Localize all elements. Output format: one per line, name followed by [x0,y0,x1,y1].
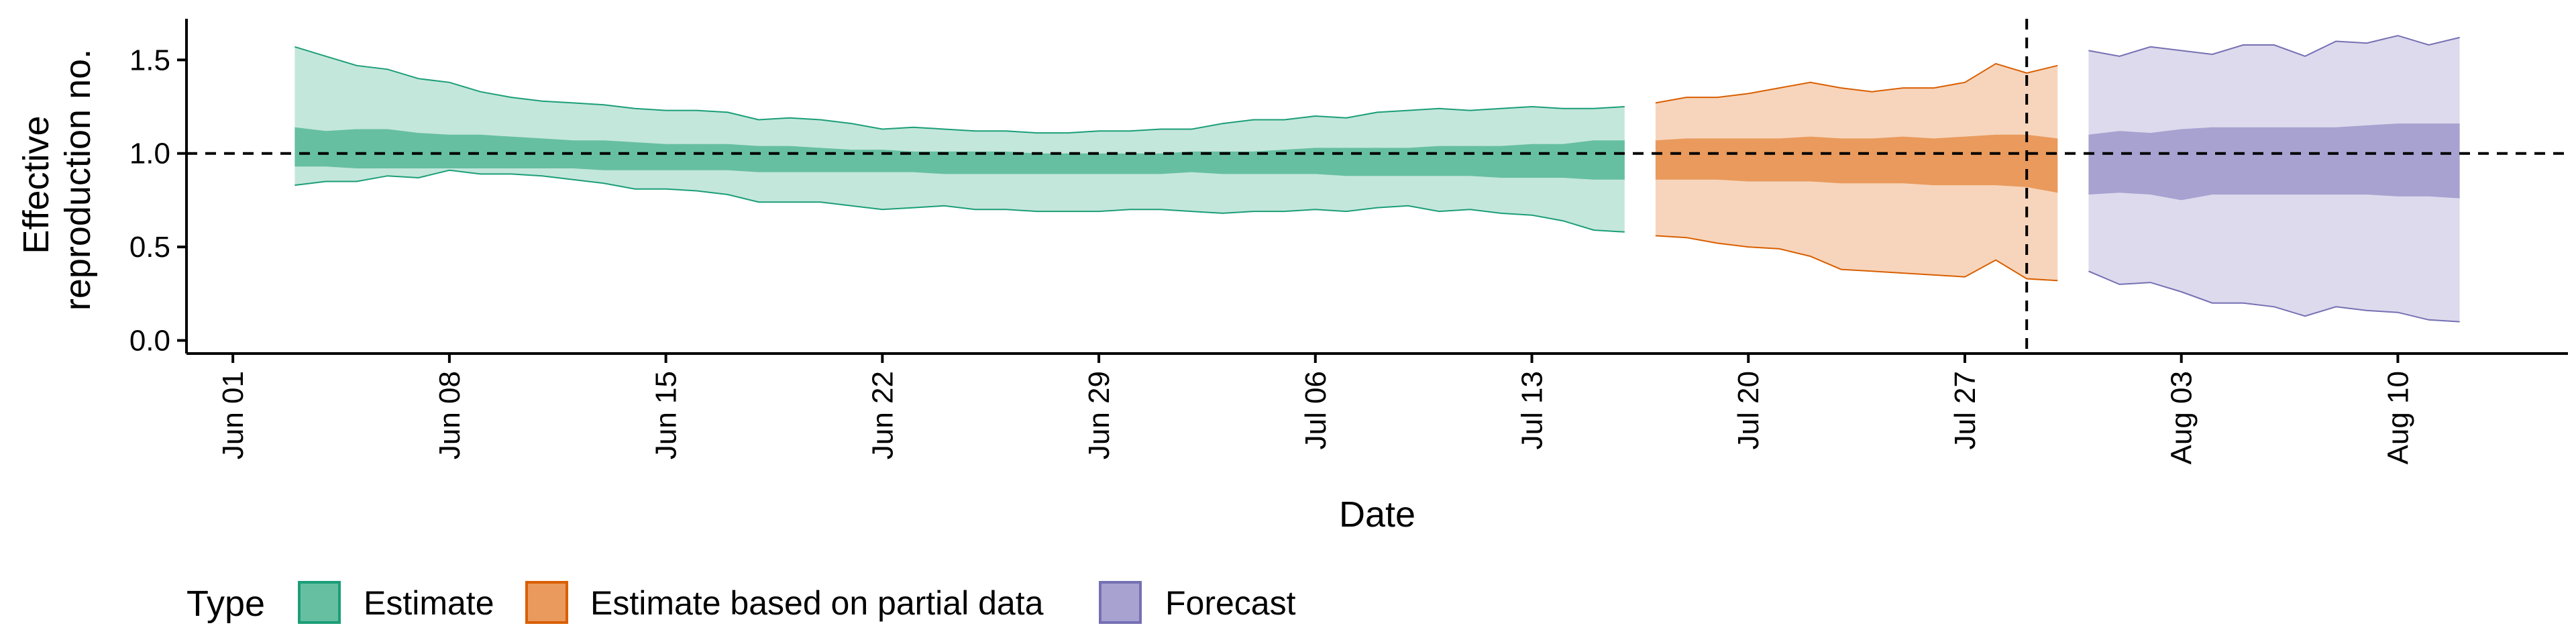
x-tick-label: Jul 20 [1732,371,1765,449]
legend-label-estimate: Estimate [364,584,494,622]
x-tick-label: Jul 13 [1516,371,1549,449]
y-axis-title-line-2: reproduction no. [58,49,98,311]
legend-swatch-partial [525,581,568,624]
y-tick-label: 0.5 [129,231,170,264]
y-tick-label: 1.0 [129,138,170,170]
x-tick-label: Aug 03 [2165,371,2198,464]
x-axis-title: Date [1339,494,1415,535]
y-tick-label: 0.0 [129,324,170,357]
legend-swatch-estimate [298,581,341,624]
ribbon-layer [294,35,2460,323]
partial-lower-edge [1655,235,2058,282]
x-tick-label: Jun 08 [433,371,466,460]
x-tick-label: Aug 10 [2381,371,2414,464]
x-tick-label: Jun 15 [650,371,683,460]
forecast-upper-edge [2088,35,2460,57]
x-tick-label: Jun 01 [217,371,250,460]
partial-50-band [1655,134,2058,193]
x-tick-label: Jun 29 [1083,371,1116,460]
y-axis-title: Effective reproduction no. [16,49,98,311]
legend: Type Estimate Estimate based on partial … [186,581,1296,624]
reference-lines [186,19,2568,354]
estimate-90-band [294,46,1625,232]
forecast-50-band [2088,123,2460,201]
legend-title: Type [186,584,265,624]
x-tick-label: Jul 06 [1299,371,1332,449]
legend-label-partial: Estimate based on partial data [590,584,1044,622]
y-axis-title-line-1: Effective [16,115,56,254]
y-tick-label: 1.5 [129,44,170,76]
estimate-upper-edge [294,46,1625,134]
legend-swatch-forecast [1099,581,1142,624]
forecast-lower-edge [2088,270,2460,323]
x-tick-label: Jun 22 [866,371,899,460]
estimate-lower-edge [294,169,1625,233]
legend-label-forecast: Forecast [1165,584,1296,622]
x-tick-label: Jul 27 [1949,371,1982,449]
axes: 0.0 0.5 1.0 1.5 Jun 01 Jun 08 Jun 15 Jun 22 Jun … [129,19,2568,464]
partial-upper-edge [1655,62,2058,104]
